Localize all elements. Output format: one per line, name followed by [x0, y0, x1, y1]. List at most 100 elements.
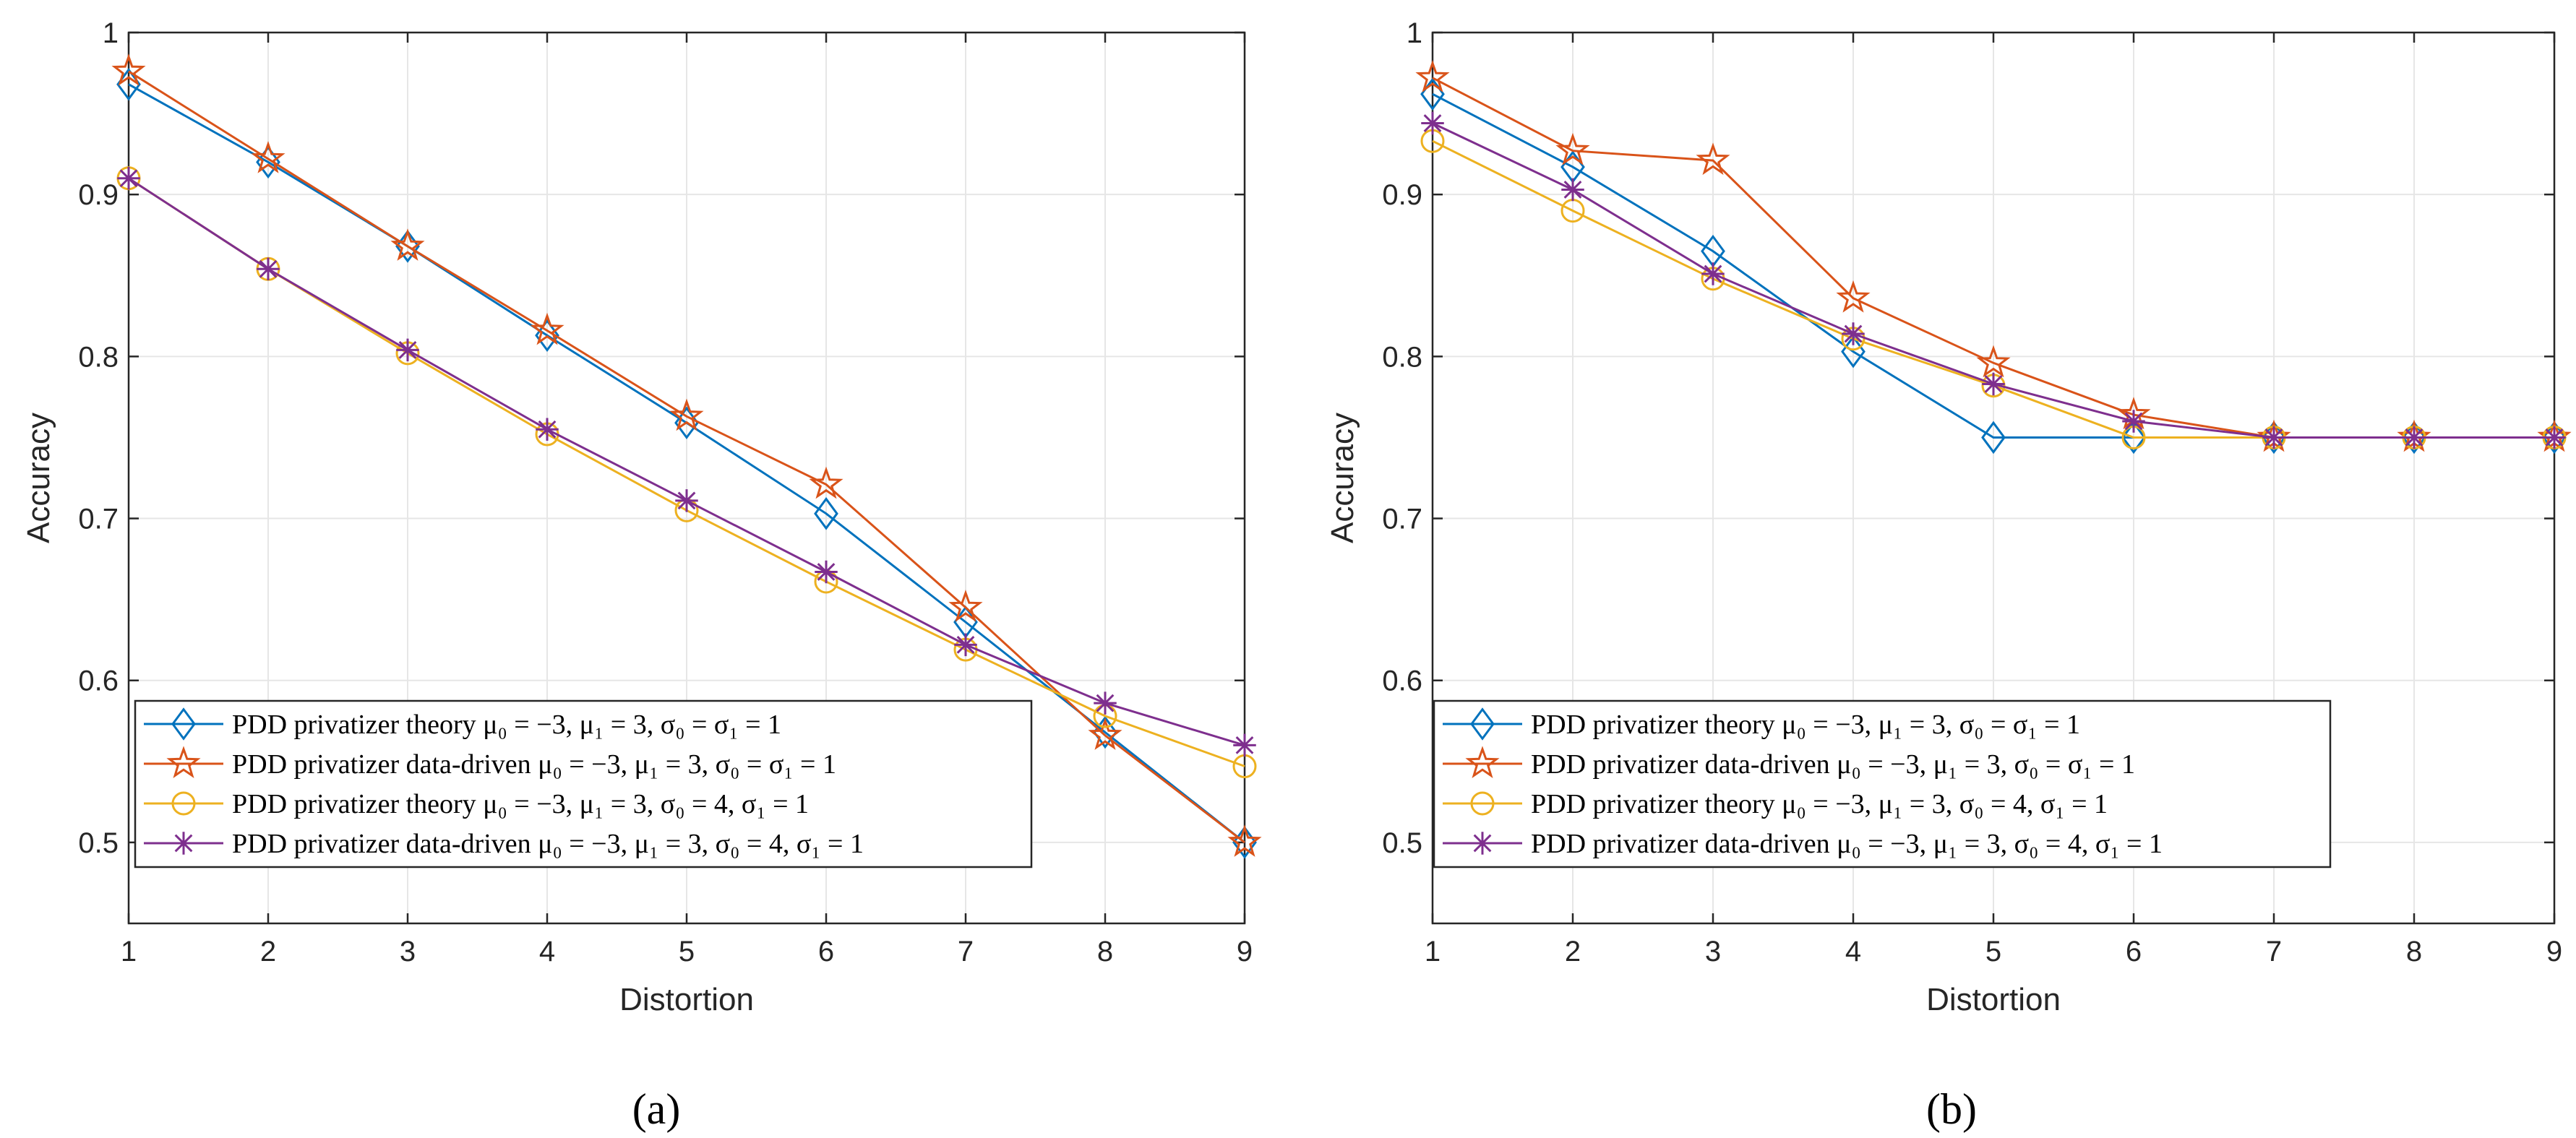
x-axis-label: Distortion [619, 982, 754, 1017]
y-tick-label: 0.8 [1382, 341, 1422, 373]
y-tick-label: 1 [1407, 17, 1422, 49]
x-tick-label: 6 [818, 936, 834, 967]
y-tick-label: 0.7 [78, 504, 119, 535]
legend: PDD privatizer theory μ₀ = −3, μ₁ = 3, σ… [134, 699, 1033, 868]
legend-entry-1: PDD privatizer theory μ₀ = −3, μ₁ = 3, σ… [1443, 707, 2080, 741]
x-tick-label: 5 [679, 936, 695, 967]
legend-label: PDD privatizer data-driven μ₀ = −3, μ₁ =… [1531, 829, 2163, 859]
data-point [2121, 421, 2146, 454]
legend-marker [1470, 791, 1495, 816]
x-tick-label: 8 [1097, 936, 1113, 967]
data-point [1415, 59, 1450, 92]
data-point [1555, 132, 1590, 165]
chart-panel-b: 1 2 3 4 5 6 7 8 9 0.5 0.6 0.7 0.8 0.9 1 Distortion Accur… [1325, 17, 2572, 1133]
legend-entry-4: PDD privatizer data-driven μ₀ = −3, μ₁ =… [1443, 829, 2163, 859]
x-axis-label: Distortion [1926, 982, 2061, 1017]
x-tick-label: 2 [260, 936, 276, 967]
data-point [954, 633, 977, 657]
data-point [1842, 322, 1865, 345]
data-point [675, 489, 698, 512]
legend-entry-3: PDD privatizer theory μ₀ = −3, μ₁ = 3, σ… [1443, 789, 2108, 819]
data-point [1421, 111, 1444, 135]
x-tick-label: 1 [121, 936, 137, 967]
y-axis-label: Accuracy [1325, 413, 1360, 543]
data-point [1696, 142, 1730, 176]
legend-entry-2: PDD privatizer data-driven μ₀ = −3, μ₁ =… [144, 746, 836, 780]
data-point [1976, 345, 2011, 378]
data-point [1982, 372, 2005, 396]
x-tick-label: 6 [2126, 936, 2142, 967]
legend-marker [1465, 746, 1500, 779]
data-point [530, 312, 564, 345]
panel-caption: (a) [632, 1085, 681, 1133]
data-point [809, 466, 843, 499]
legend-label: PDD privatizer theory μ₀ = −3, μ₁ = 3, σ… [1531, 710, 2080, 740]
data-point [814, 497, 838, 530]
data-point [948, 590, 983, 622]
legend-label: PDD privatizer theory μ₀ = −3, μ₁ = 3, σ… [232, 789, 809, 819]
x-tick-label: 8 [2406, 936, 2422, 967]
data-point [2543, 426, 2566, 449]
chart-panel-a: 1 2 3 4 5 6 7 8 9 0.5 0.6 0.7 0.8 0.9 1 Distortion Accur… [21, 17, 1262, 1133]
legend-marker [1470, 707, 1495, 741]
data-point [251, 141, 285, 173]
data-point [2262, 426, 2285, 449]
legend-label: PDD privatizer data-driven μ₀ = −3, μ₁ =… [232, 829, 864, 859]
legend-marker [171, 791, 196, 816]
legend-marker [166, 746, 201, 779]
y-axis-label: Accuracy [21, 413, 56, 543]
y-tick-label: 0.6 [78, 665, 119, 697]
y-tick-label: 0.5 [1382, 827, 1422, 859]
x-tick-label: 7 [2266, 936, 2282, 967]
legend-label: PDD privatizer data-driven μ₀ = −3, μ₁ =… [1531, 749, 2135, 780]
series-4 [117, 167, 1256, 757]
x-tick-label: 7 [958, 936, 974, 967]
y-tick-label: 0.9 [78, 179, 119, 211]
data-point [1094, 691, 1117, 715]
x-tick-label: 5 [1985, 936, 2001, 967]
legend: PDD privatizer theory μ₀ = −3, μ₁ = 3, σ… [1433, 699, 2332, 868]
legend-label: PDD privatizer theory μ₀ = −3, μ₁ = 3, σ… [232, 710, 781, 740]
y-tick-label: 0.5 [78, 827, 119, 859]
panel-caption: (b) [1926, 1085, 1977, 1133]
data-point [1233, 733, 1256, 757]
legend-label: PDD privatizer theory μ₀ = −3, μ₁ = 3, σ… [1531, 789, 2108, 819]
y-tick-label: 0.8 [78, 341, 119, 373]
x-tick-label: 9 [2546, 936, 2562, 967]
legend-entry-2: PDD privatizer data-driven μ₀ = −3, μ₁ =… [1443, 746, 2135, 780]
x-tick-label: 4 [1845, 936, 1861, 967]
data-point [396, 338, 419, 362]
legend-box [134, 699, 1033, 868]
data-point [117, 167, 140, 190]
data-point [1701, 262, 1725, 285]
data-point [111, 53, 146, 86]
data-point [1981, 421, 2006, 454]
data-point [2122, 410, 2145, 433]
legend-entry-4: PDD privatizer data-driven μ₀ = −3, μ₁ =… [144, 829, 864, 859]
legend-entry-3: PDD privatizer theory μ₀ = −3, μ₁ = 3, σ… [144, 789, 809, 819]
y-tick-label: 0.6 [1382, 665, 1422, 697]
x-tick-label: 3 [1705, 936, 1721, 967]
legend-box [1433, 699, 2332, 868]
legend-marker [171, 707, 196, 741]
data-point [1088, 717, 1122, 750]
y-tick-label: 0.9 [1382, 179, 1422, 211]
x-tick-label: 3 [400, 936, 416, 967]
data-point [669, 398, 704, 431]
x-tick-label: 2 [1565, 936, 1581, 967]
x-tick-label: 9 [1237, 936, 1253, 967]
data-point [1836, 280, 1871, 313]
data-point [257, 257, 280, 281]
x-tick-label: 1 [1425, 936, 1441, 967]
data-point [815, 560, 838, 584]
legend-label: PDD privatizer data-driven μ₀ = −3, μ₁ =… [232, 749, 836, 780]
data-point [256, 145, 280, 179]
series-4 [1421, 111, 2566, 449]
x-tick-label: 4 [539, 936, 555, 967]
legend-marker [172, 832, 195, 855]
data-point [2403, 426, 2426, 449]
legend-entry-1: PDD privatizer theory μ₀ = −3, μ₁ = 3, σ… [144, 707, 781, 741]
legend-marker [1471, 832, 1494, 855]
data-point [1227, 824, 1262, 857]
